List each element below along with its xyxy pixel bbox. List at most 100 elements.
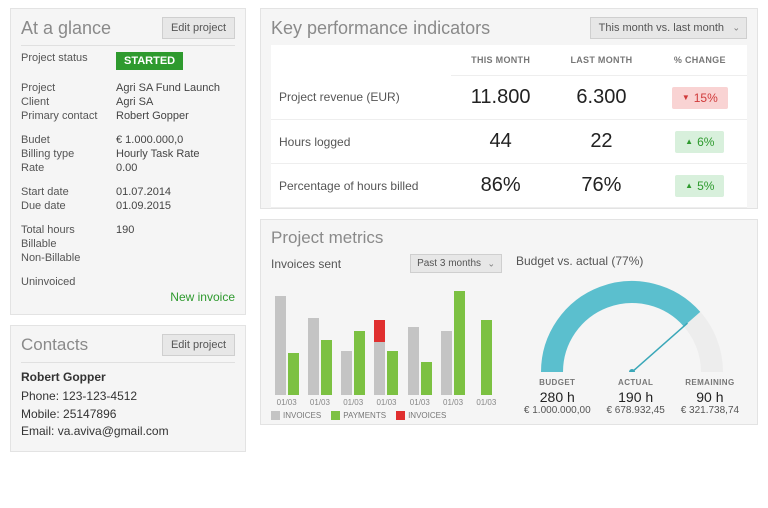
kv-key: Budet bbox=[21, 134, 116, 146]
bar-group: 01/03 bbox=[306, 285, 333, 407]
kv-value: Agri SA Fund Launch bbox=[116, 82, 235, 94]
bar-xlabel: 01/03 bbox=[343, 398, 363, 407]
edit-project-button[interactable]: Edit project bbox=[162, 17, 235, 39]
legend-item: INVOICES bbox=[271, 411, 321, 420]
bar-payments bbox=[387, 351, 398, 395]
bar-group: 01/03 bbox=[473, 285, 500, 407]
kv-key: Due date bbox=[21, 200, 116, 212]
bar-group: 01/03 bbox=[439, 285, 466, 407]
kv-row: Budet€ 1.000.000,0 bbox=[21, 134, 235, 146]
gauge-stat-label: ACTUAL bbox=[606, 378, 664, 387]
gauge-fill bbox=[552, 292, 692, 372]
bar-group: 01/03 bbox=[373, 285, 400, 407]
kpi-last-month: 6.300 bbox=[550, 76, 652, 120]
kpi-col-last: LAST MONTH bbox=[550, 45, 652, 76]
bar-payments bbox=[454, 291, 465, 396]
kpi-title: Key performance indicators bbox=[271, 18, 490, 39]
kv-value: Hourly Task Rate bbox=[116, 148, 235, 160]
legend-swatch bbox=[331, 411, 340, 420]
pct-badge: ▼15% bbox=[672, 87, 728, 109]
kv-value: Robert Gopper bbox=[116, 110, 235, 122]
kpi-this-month: 86% bbox=[451, 164, 550, 208]
bar-xlabel: 01/03 bbox=[410, 398, 430, 407]
kv-row: ProjectAgri SA Fund Launch bbox=[21, 82, 235, 94]
legend-item: INVOICES bbox=[396, 411, 446, 420]
new-invoice-link[interactable]: New invoice bbox=[170, 290, 235, 304]
kv-key: Billable bbox=[21, 238, 116, 250]
bar-payments bbox=[288, 353, 299, 395]
kv-key: Total hours bbox=[21, 224, 116, 236]
kpi-panel: Key performance indicators This month vs… bbox=[260, 8, 758, 209]
at-a-glance-title: At a glance bbox=[21, 18, 111, 39]
kv-value bbox=[116, 252, 235, 264]
budget-gauge: Budget vs. actual (77%) BUDGET280 h€ 1.0… bbox=[516, 254, 747, 420]
mobile-value: 25147896 bbox=[63, 407, 116, 421]
legend-label: INVOICES bbox=[283, 411, 321, 420]
kv-row: Non-Billable bbox=[21, 252, 235, 264]
kv-value: Agri SA bbox=[116, 96, 235, 108]
status-label: Project status bbox=[21, 52, 116, 70]
kpi-row: Hours logged4422▲6% bbox=[271, 120, 747, 164]
period-selector[interactable]: This month vs. last month ⌄ bbox=[590, 17, 747, 39]
bar-group: 01/03 bbox=[340, 285, 367, 407]
mobile-label: Mobile: bbox=[21, 407, 63, 421]
kv-row: Billing typeHourly Task Rate bbox=[21, 148, 235, 160]
gauge-stat-label: BUDGET bbox=[524, 378, 591, 387]
phone-value: 123-123-4512 bbox=[62, 389, 137, 403]
gauge-stat-amount: € 678.932,45 bbox=[606, 405, 664, 416]
gauge-stat: BUDGET 280 h€ 1.000.000,00 bbox=[524, 378, 591, 416]
kv-value: € 1.000.000,0 bbox=[116, 134, 235, 146]
kv-row: Billable bbox=[21, 238, 235, 250]
kpi-row: Project revenue (EUR)11.8006.300▼15% bbox=[271, 76, 747, 120]
kpi-change: ▼15% bbox=[653, 76, 747, 120]
email-value: va.aviva@gmail.com bbox=[58, 424, 169, 438]
bar-range-selector[interactable]: Past 3 months ⌄ bbox=[410, 254, 502, 273]
bar-payments bbox=[481, 320, 492, 395]
gauge-stat: REMAINING90 h€ 321.738,74 bbox=[681, 378, 739, 416]
pct-value: 6% bbox=[697, 135, 714, 149]
legend-swatch bbox=[396, 411, 405, 420]
triangle-up-icon: ▲ bbox=[685, 181, 693, 190]
legend-label: PAYMENTS bbox=[343, 411, 386, 420]
bar-xlabel: 01/03 bbox=[476, 398, 496, 407]
pct-value: 15% bbox=[694, 91, 718, 105]
kv-key: Client bbox=[21, 96, 116, 108]
bar-range-label: Past 3 months bbox=[417, 258, 481, 269]
chevron-down-icon: ⌄ bbox=[732, 23, 740, 34]
kv-value bbox=[116, 276, 235, 288]
gauge-stat: ACTUAL 190 h€ 678.932,45 bbox=[606, 378, 664, 416]
gauge-stat-hours: 280 h bbox=[524, 389, 591, 405]
bar-group: 01/03 bbox=[273, 285, 300, 407]
bar-xlabel: 01/03 bbox=[376, 398, 396, 407]
edit-project-button-2[interactable]: Edit project bbox=[162, 334, 235, 356]
bar-invoices bbox=[374, 320, 385, 395]
bar-xlabel: 01/03 bbox=[277, 398, 297, 407]
gauge-needle bbox=[632, 323, 688, 372]
gauge-stat-hours: 190 h bbox=[606, 389, 664, 405]
metrics-title: Project metrics bbox=[271, 228, 747, 248]
period-selector-label: This month vs. last month bbox=[599, 22, 724, 34]
kpi-row: Percentage of hours billed86%76%▲5% bbox=[271, 164, 747, 208]
kv-key: Primary contact bbox=[21, 110, 116, 122]
metrics-panel: Project metrics Invoices sent Past 3 mon… bbox=[260, 219, 758, 425]
bar-payments bbox=[321, 340, 332, 395]
kv-key: Rate bbox=[21, 162, 116, 174]
kv-key: Billing type bbox=[21, 148, 116, 160]
kpi-this-month: 44 bbox=[451, 120, 550, 164]
triangle-up-icon: ▲ bbox=[685, 137, 693, 146]
kv-value: 0.00 bbox=[116, 162, 235, 174]
kv-row: ClientAgri SA bbox=[21, 96, 235, 108]
legend-swatch bbox=[271, 411, 280, 420]
contact-card: Robert Gopper Phone: 123-123-4512 Mobile… bbox=[21, 369, 235, 441]
pct-badge: ▲5% bbox=[675, 175, 724, 197]
invoices-chart: Invoices sent Past 3 months ⌄ 01/0301/03… bbox=[271, 254, 502, 420]
kpi-last-month: 22 bbox=[550, 120, 652, 164]
kpi-this-month: 11.800 bbox=[451, 76, 550, 120]
kv-row: Due date01.09.2015 bbox=[21, 200, 235, 212]
gauge-stat-amount: € 1.000.000,00 bbox=[524, 405, 591, 416]
bar-invoices bbox=[308, 318, 319, 395]
bar-group: 01/03 bbox=[406, 285, 433, 407]
pct-badge: ▲ 6% bbox=[675, 131, 724, 153]
contacts-title: Contacts bbox=[21, 335, 88, 355]
legend-label: INVOICES bbox=[408, 411, 446, 420]
